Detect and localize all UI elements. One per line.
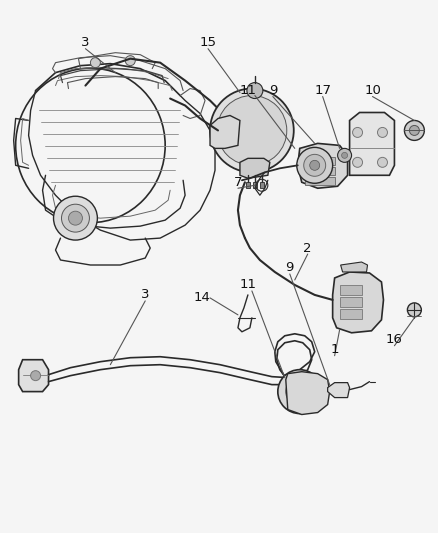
Bar xyxy=(339,309,361,319)
Circle shape xyxy=(410,125,419,135)
Polygon shape xyxy=(298,143,348,188)
Circle shape xyxy=(125,55,135,66)
Text: 2: 2 xyxy=(304,241,312,255)
Text: 17: 17 xyxy=(314,84,331,97)
Bar xyxy=(246,182,250,188)
Circle shape xyxy=(310,160,320,171)
Circle shape xyxy=(286,378,314,406)
Polygon shape xyxy=(286,372,330,415)
Text: 11: 11 xyxy=(240,84,256,97)
Text: 11: 11 xyxy=(240,278,256,292)
Polygon shape xyxy=(332,272,384,333)
Circle shape xyxy=(404,120,424,140)
Bar xyxy=(339,297,361,307)
Circle shape xyxy=(247,83,263,99)
Circle shape xyxy=(31,370,41,381)
Circle shape xyxy=(61,204,89,232)
Bar xyxy=(260,182,264,188)
Bar xyxy=(305,177,335,185)
Bar xyxy=(305,167,335,175)
Text: 15: 15 xyxy=(200,36,216,49)
Text: 9: 9 xyxy=(268,84,277,97)
Polygon shape xyxy=(240,158,270,178)
Circle shape xyxy=(378,157,388,167)
Circle shape xyxy=(353,157,363,167)
Circle shape xyxy=(353,127,363,138)
Bar xyxy=(305,157,335,165)
Text: 10: 10 xyxy=(364,84,381,97)
Circle shape xyxy=(297,148,332,183)
Text: 14: 14 xyxy=(194,292,211,304)
Polygon shape xyxy=(210,116,240,148)
Text: 3: 3 xyxy=(81,36,90,49)
Circle shape xyxy=(210,88,294,172)
Circle shape xyxy=(407,303,421,317)
Text: 1: 1 xyxy=(330,343,339,356)
Circle shape xyxy=(278,370,321,414)
Circle shape xyxy=(53,196,97,240)
Text: 7: 7 xyxy=(234,176,242,189)
Circle shape xyxy=(338,148,352,163)
Circle shape xyxy=(378,127,388,138)
Circle shape xyxy=(293,385,307,399)
Circle shape xyxy=(90,58,100,68)
Polygon shape xyxy=(341,262,367,272)
Circle shape xyxy=(342,152,348,158)
Polygon shape xyxy=(328,383,350,398)
Bar xyxy=(253,182,257,188)
Text: 16: 16 xyxy=(386,333,403,346)
Text: 9: 9 xyxy=(286,262,294,274)
Circle shape xyxy=(217,95,287,165)
Bar xyxy=(339,285,361,295)
Circle shape xyxy=(68,211,82,225)
Polygon shape xyxy=(350,112,395,175)
Circle shape xyxy=(304,155,326,176)
Text: 3: 3 xyxy=(141,288,149,301)
Polygon shape xyxy=(19,360,49,392)
